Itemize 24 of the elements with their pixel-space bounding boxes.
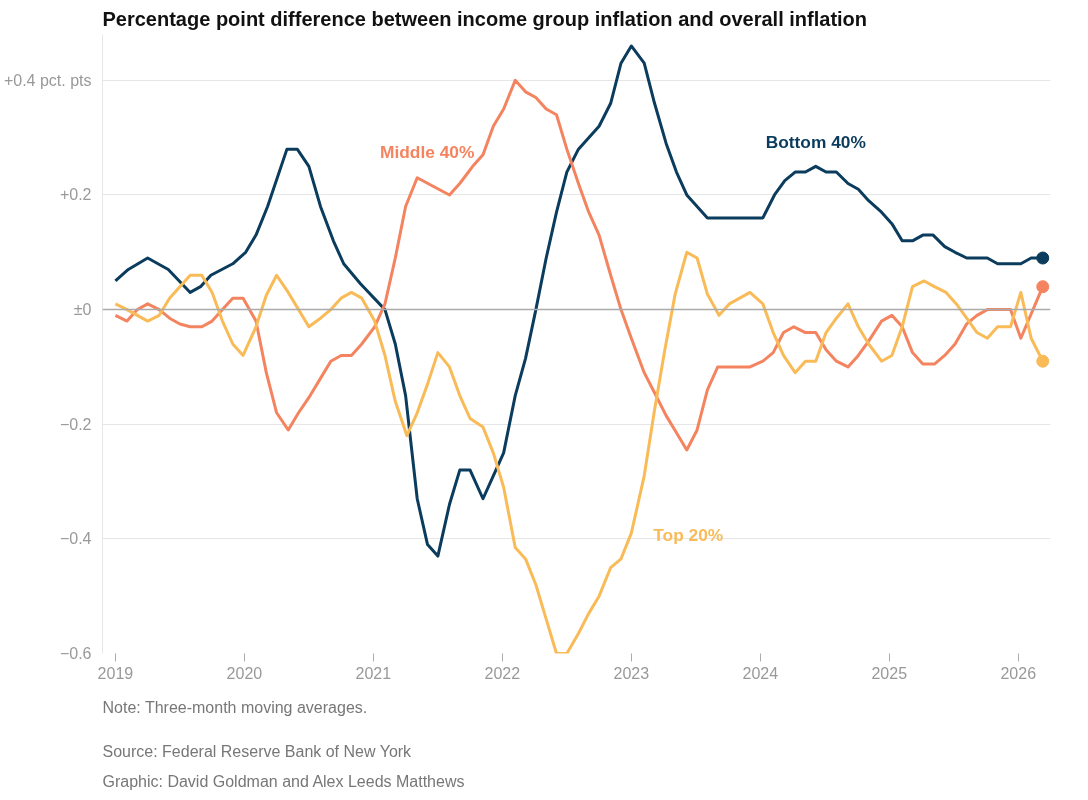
text: Graphic: David Goldman and Alex Leeds Matthews [102, 772, 465, 790]
point [1036, 280, 1050, 294]
y-tick-label: −0.2 [59, 415, 92, 433]
series-label: Bottom 40% [765, 132, 866, 153]
x-tick-label: 2021 [355, 664, 392, 682]
point [1036, 354, 1050, 368]
series-label: Middle 40% [380, 141, 475, 162]
y-tick-label: −0.4 [59, 530, 92, 548]
x-tick-label: 2019 [97, 664, 134, 682]
y-tick-label: ±0 [73, 301, 92, 319]
point [1036, 251, 1050, 265]
x-tick-label: 2026 [1000, 664, 1037, 682]
x-tick-label: 2022 [484, 664, 521, 682]
source-note: Source: Federal Reserve Bank of New York [102, 742, 413, 760]
y-tick-label: +0.4 pct. pts [3, 71, 92, 89]
y-tick-label: −0.6 [59, 645, 92, 662]
x-tick-label: 2020 [226, 664, 263, 682]
y-tick-label: +0.2 [59, 186, 92, 204]
chart-title: Percentage point difference between income group inflation and overall inflation [102, 7, 868, 30]
text: Note: Three-month moving averages. [102, 698, 368, 716]
series-label: Top 20% [653, 525, 724, 546]
x-tick-label: 2023 [613, 664, 650, 682]
x-tick-label: 2025 [871, 664, 908, 682]
x-tick-label: 2024 [742, 664, 779, 682]
